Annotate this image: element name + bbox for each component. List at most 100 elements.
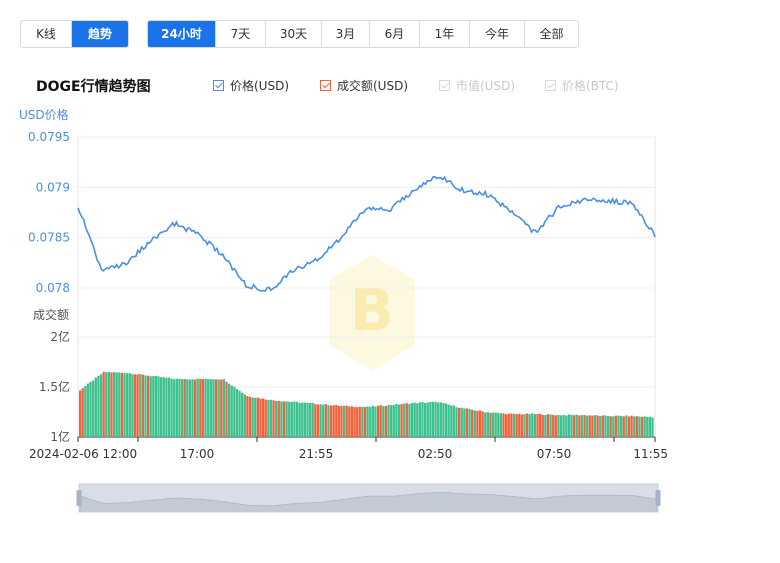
volume-bar: [241, 392, 244, 437]
volume-bar: [468, 408, 471, 437]
volume-bar: [178, 378, 181, 437]
price-line: [77, 175, 656, 293]
volume-bar: [204, 378, 207, 437]
volume-bar: [327, 405, 330, 437]
volume-bar: [481, 411, 484, 437]
range-tab-6[interactable]: 今年: [470, 21, 525, 47]
volume-bar: [580, 415, 584, 437]
volume-bar: [549, 414, 552, 437]
volume-bar: [157, 376, 160, 437]
volume-bar: [437, 402, 440, 437]
range-tab-1[interactable]: 7天: [216, 21, 266, 47]
price-point: [462, 190, 463, 191]
volume-bar: [311, 402, 314, 437]
volume-bar: [376, 405, 380, 437]
volume-bar: [107, 372, 111, 437]
volume-bar: [144, 375, 147, 437]
volume-bar: [314, 404, 317, 437]
range-tab-4[interactable]: 6月: [370, 21, 420, 47]
volume-bar: [126, 373, 129, 437]
volume-bar: [303, 402, 307, 437]
volume-bar: [646, 416, 649, 437]
checkbox-icon[interactable]: [213, 79, 224, 91]
volume-bar: [356, 407, 359, 437]
volume-bar: [105, 372, 108, 437]
volume-bar: [112, 372, 116, 437]
volume-bar: [606, 416, 610, 437]
volume-bar: [110, 372, 113, 437]
price-point: [534, 232, 535, 233]
volume-bar: [557, 414, 560, 437]
volume-bar: [309, 402, 312, 437]
volume-bar: [92, 380, 95, 437]
volume-bar: [424, 402, 427, 437]
volume-bar: [627, 416, 631, 437]
volume-bar: [541, 414, 544, 437]
volume-bar: [201, 379, 205, 437]
view-tab-1[interactable]: 趋势: [72, 21, 128, 47]
volume-bar: [640, 416, 644, 437]
volume-bar: [335, 405, 338, 437]
volume-bar: [515, 414, 518, 437]
volume-bar: [630, 415, 633, 437]
volume-bar: [285, 401, 288, 437]
volume-bar: [332, 405, 335, 437]
range-tab-7[interactable]: 全部: [525, 21, 578, 47]
volume-bar: [89, 381, 92, 437]
legend-item-3[interactable]: 价格(BTC): [545, 77, 619, 93]
volume-bar: [379, 405, 382, 437]
watermark-logo: B: [350, 276, 394, 344]
volume-bar: [173, 379, 176, 437]
volume-bar: [222, 379, 226, 437]
volume-bar: [465, 408, 469, 437]
volume-bar: [484, 412, 487, 437]
volume-bar: [316, 404, 320, 437]
volume-bar: [230, 385, 233, 437]
volume-bar: [512, 413, 516, 437]
volume-bar: [269, 399, 273, 437]
volume-bar: [609, 416, 612, 437]
volume-bar: [507, 413, 510, 437]
legend-item-1[interactable]: 成交额(USD): [320, 77, 408, 93]
volume-bar: [251, 397, 254, 437]
price-point: [270, 289, 271, 290]
zoom-slider-preview: [79, 491, 658, 512]
volume-bar: [282, 401, 286, 437]
range-tab-2[interactable]: 30天: [266, 21, 322, 47]
volume-bar: [345, 405, 348, 437]
volume-bar: [288, 401, 291, 437]
volume-bar: [363, 406, 367, 437]
volume-bar: [361, 406, 364, 437]
range-tab-5[interactable]: 1年: [420, 21, 470, 47]
volume-bar: [246, 396, 249, 437]
price-point: [342, 235, 343, 236]
volume-bar: [170, 378, 173, 437]
range-tab-3[interactable]: 3月: [322, 21, 370, 47]
volume-bar: [525, 413, 529, 437]
checkbox-icon[interactable]: [320, 79, 331, 91]
volume-bar: [620, 415, 623, 437]
volume-bar: [510, 413, 513, 437]
x-tick-label: 11:55: [633, 447, 668, 461]
volume-bar: [97, 375, 100, 437]
legend-label: 价格(BTC): [562, 78, 619, 93]
legend-item-0[interactable]: 价格(USD): [213, 77, 289, 93]
volume-bar: [128, 373, 131, 437]
volume-bar: [567, 414, 571, 437]
volume-bar: [599, 416, 602, 437]
volume-bar: [212, 379, 215, 437]
checkbox-icon[interactable]: [439, 79, 450, 91]
volume-bar: [418, 402, 422, 437]
legend-item-2[interactable]: 市值(USD): [439, 77, 515, 93]
volume-tick-label: 1.5亿: [39, 379, 70, 394]
volume-bar: [403, 403, 406, 437]
volume-bar: [369, 406, 372, 437]
volume-bar: [405, 403, 408, 437]
range-tab-0[interactable]: 24小时: [148, 21, 216, 47]
volume-bar: [191, 379, 194, 437]
checkbox-icon[interactable]: [545, 79, 556, 91]
view-tab-0[interactable]: K线: [21, 21, 72, 47]
zoom-handle-left-icon[interactable]: [76, 490, 82, 506]
zoom-handle-right-icon[interactable]: [655, 490, 661, 506]
volume-bar: [591, 415, 594, 437]
